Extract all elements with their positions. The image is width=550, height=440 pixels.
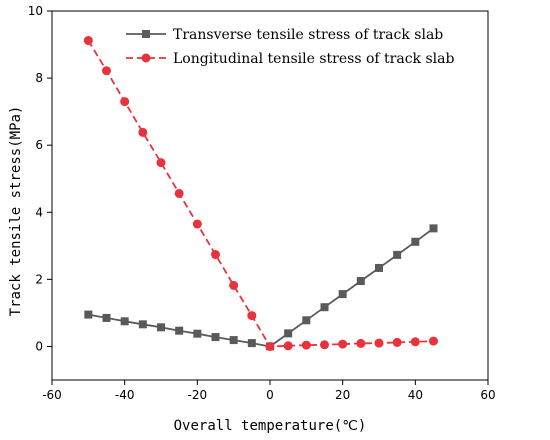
- y-tick-label: 0: [35, 339, 43, 353]
- data-point: [338, 340, 347, 349]
- data-point: [284, 341, 293, 350]
- data-point: [247, 311, 256, 320]
- data-point: [193, 220, 202, 229]
- legend-entry-2: Longitudinal tensile stress of track sla…: [126, 51, 454, 67]
- legend-marker: [142, 30, 150, 38]
- data-point: [84, 36, 93, 45]
- legend-entry-1: Transverse tensile stress of track slab: [126, 27, 443, 43]
- x-tick-label: 0: [266, 388, 274, 402]
- data-point: [411, 337, 420, 346]
- data-point: [211, 250, 220, 259]
- legend-label: Longitudinal tensile stress of track sla…: [173, 51, 454, 67]
- data-point: [429, 337, 438, 346]
- data-point: [284, 329, 292, 337]
- x-tick-label: 60: [480, 388, 495, 402]
- y-tick-label: 8: [35, 71, 43, 85]
- data-point: [393, 251, 401, 259]
- legend-marker: [142, 54, 151, 63]
- data-point: [175, 327, 183, 335]
- data-point: [157, 158, 166, 167]
- data-point: [139, 320, 147, 328]
- data-point: [430, 224, 438, 232]
- y-tick-label: 6: [35, 138, 43, 152]
- data-point: [339, 290, 347, 298]
- data-point: [157, 323, 165, 331]
- data-point: [121, 317, 129, 325]
- y-tick-label: 10: [28, 4, 43, 18]
- data-point: [102, 66, 111, 75]
- data-point: [212, 333, 220, 341]
- data-point: [375, 264, 383, 272]
- data-point: [193, 330, 201, 338]
- x-tick-label: -60: [42, 388, 62, 402]
- data-point: [302, 316, 310, 324]
- x-tick-label: -20: [188, 388, 208, 402]
- data-point: [321, 303, 329, 311]
- data-point: [375, 339, 384, 348]
- data-point: [229, 281, 238, 290]
- y-axis-title: Track tensile stress(MPa): [8, 106, 24, 317]
- data-point: [84, 311, 92, 319]
- data-point: [393, 338, 402, 347]
- data-point: [175, 189, 184, 198]
- data-point: [230, 336, 238, 344]
- x-axis-title: Overall temperature(℃): [174, 418, 367, 434]
- legend-label: Transverse tensile stress of track slab: [173, 27, 443, 43]
- data-point: [266, 342, 275, 351]
- data-point: [103, 314, 111, 322]
- data-point: [302, 341, 311, 350]
- data-point: [120, 97, 129, 106]
- y-tick-label: 2: [35, 272, 43, 286]
- y-tick-label: 4: [35, 205, 43, 219]
- data-point: [248, 339, 256, 347]
- x-tick-label: 20: [335, 388, 350, 402]
- data-point: [356, 339, 365, 348]
- data-point: [320, 340, 329, 349]
- x-tick-label: -40: [115, 388, 135, 402]
- data-point: [138, 128, 147, 137]
- x-tick-label: 40: [408, 388, 423, 402]
- data-point: [357, 277, 365, 285]
- data-point: [411, 238, 419, 246]
